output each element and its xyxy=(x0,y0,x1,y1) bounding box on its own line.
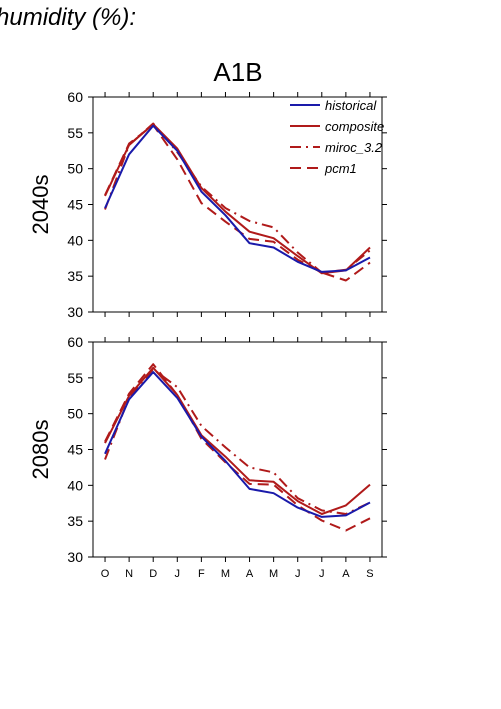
y-tick-label: 60 xyxy=(67,89,83,105)
y-tick-label: 60 xyxy=(67,334,83,350)
legend-label-composite: composite xyxy=(325,119,384,134)
legend: historical composite miroc_3.2 pcm1 xyxy=(290,98,384,176)
plot-frame xyxy=(92,341,383,558)
panel-label: 2080s xyxy=(28,420,53,480)
y-tick-label: 50 xyxy=(67,161,83,177)
y-tick-label: 40 xyxy=(67,477,83,493)
y-tick-label: 35 xyxy=(67,268,83,284)
y-tick-label: 30 xyxy=(67,549,83,565)
x-tick-label: J xyxy=(319,568,325,580)
x-tick-label: N xyxy=(125,568,133,580)
y-tick-label: 40 xyxy=(67,232,83,248)
x-tick-label: A xyxy=(246,568,254,580)
y-tick-label: 55 xyxy=(67,370,83,386)
x-tick-label: O xyxy=(101,568,110,580)
panel-label: 2040s xyxy=(28,175,53,235)
x-tick-label: F xyxy=(198,568,205,580)
panels-layer: 30 35 40 45 50 55 60 2040s historical composite mi… xyxy=(28,89,387,580)
series-line-historical xyxy=(104,124,371,273)
x-tick-label: D xyxy=(149,568,157,580)
y-tick-label: 35 xyxy=(67,513,83,529)
page-heading: humidity (%): xyxy=(0,4,137,31)
x-tick-label: J xyxy=(175,568,181,580)
series-line-composite xyxy=(104,366,371,515)
legend-label-historical: historical xyxy=(325,98,377,113)
y-tick-label: 55 xyxy=(67,125,83,141)
scenario-title: A1B xyxy=(213,57,262,87)
y-tick-label: 50 xyxy=(67,406,83,422)
y-tick-label: 45 xyxy=(67,442,83,458)
panel-2040s: 30 35 40 45 50 55 60 2040s historical composite mi… xyxy=(28,89,387,320)
series-line-historical xyxy=(104,371,371,518)
x-tick-label: J xyxy=(295,568,301,580)
panel-2080s: 30 35 40 45 50 55 60 2080s xyxy=(28,334,387,565)
series-line-composite xyxy=(104,123,371,275)
y-tick-label: 45 xyxy=(67,197,83,213)
y-tick-label: 30 xyxy=(67,304,83,320)
series-line-pcm1 xyxy=(104,363,371,532)
series-line-miroc_3.2 xyxy=(104,368,371,515)
x-tick-label: M xyxy=(269,568,278,580)
x-tick-label: M xyxy=(221,568,230,580)
legend-label-miroc_3.2: miroc_3.2 xyxy=(325,140,383,155)
x-tick-label: A xyxy=(342,568,350,580)
x-tick-label: S xyxy=(366,568,373,580)
legend-label-pcm1: pcm1 xyxy=(324,161,357,176)
